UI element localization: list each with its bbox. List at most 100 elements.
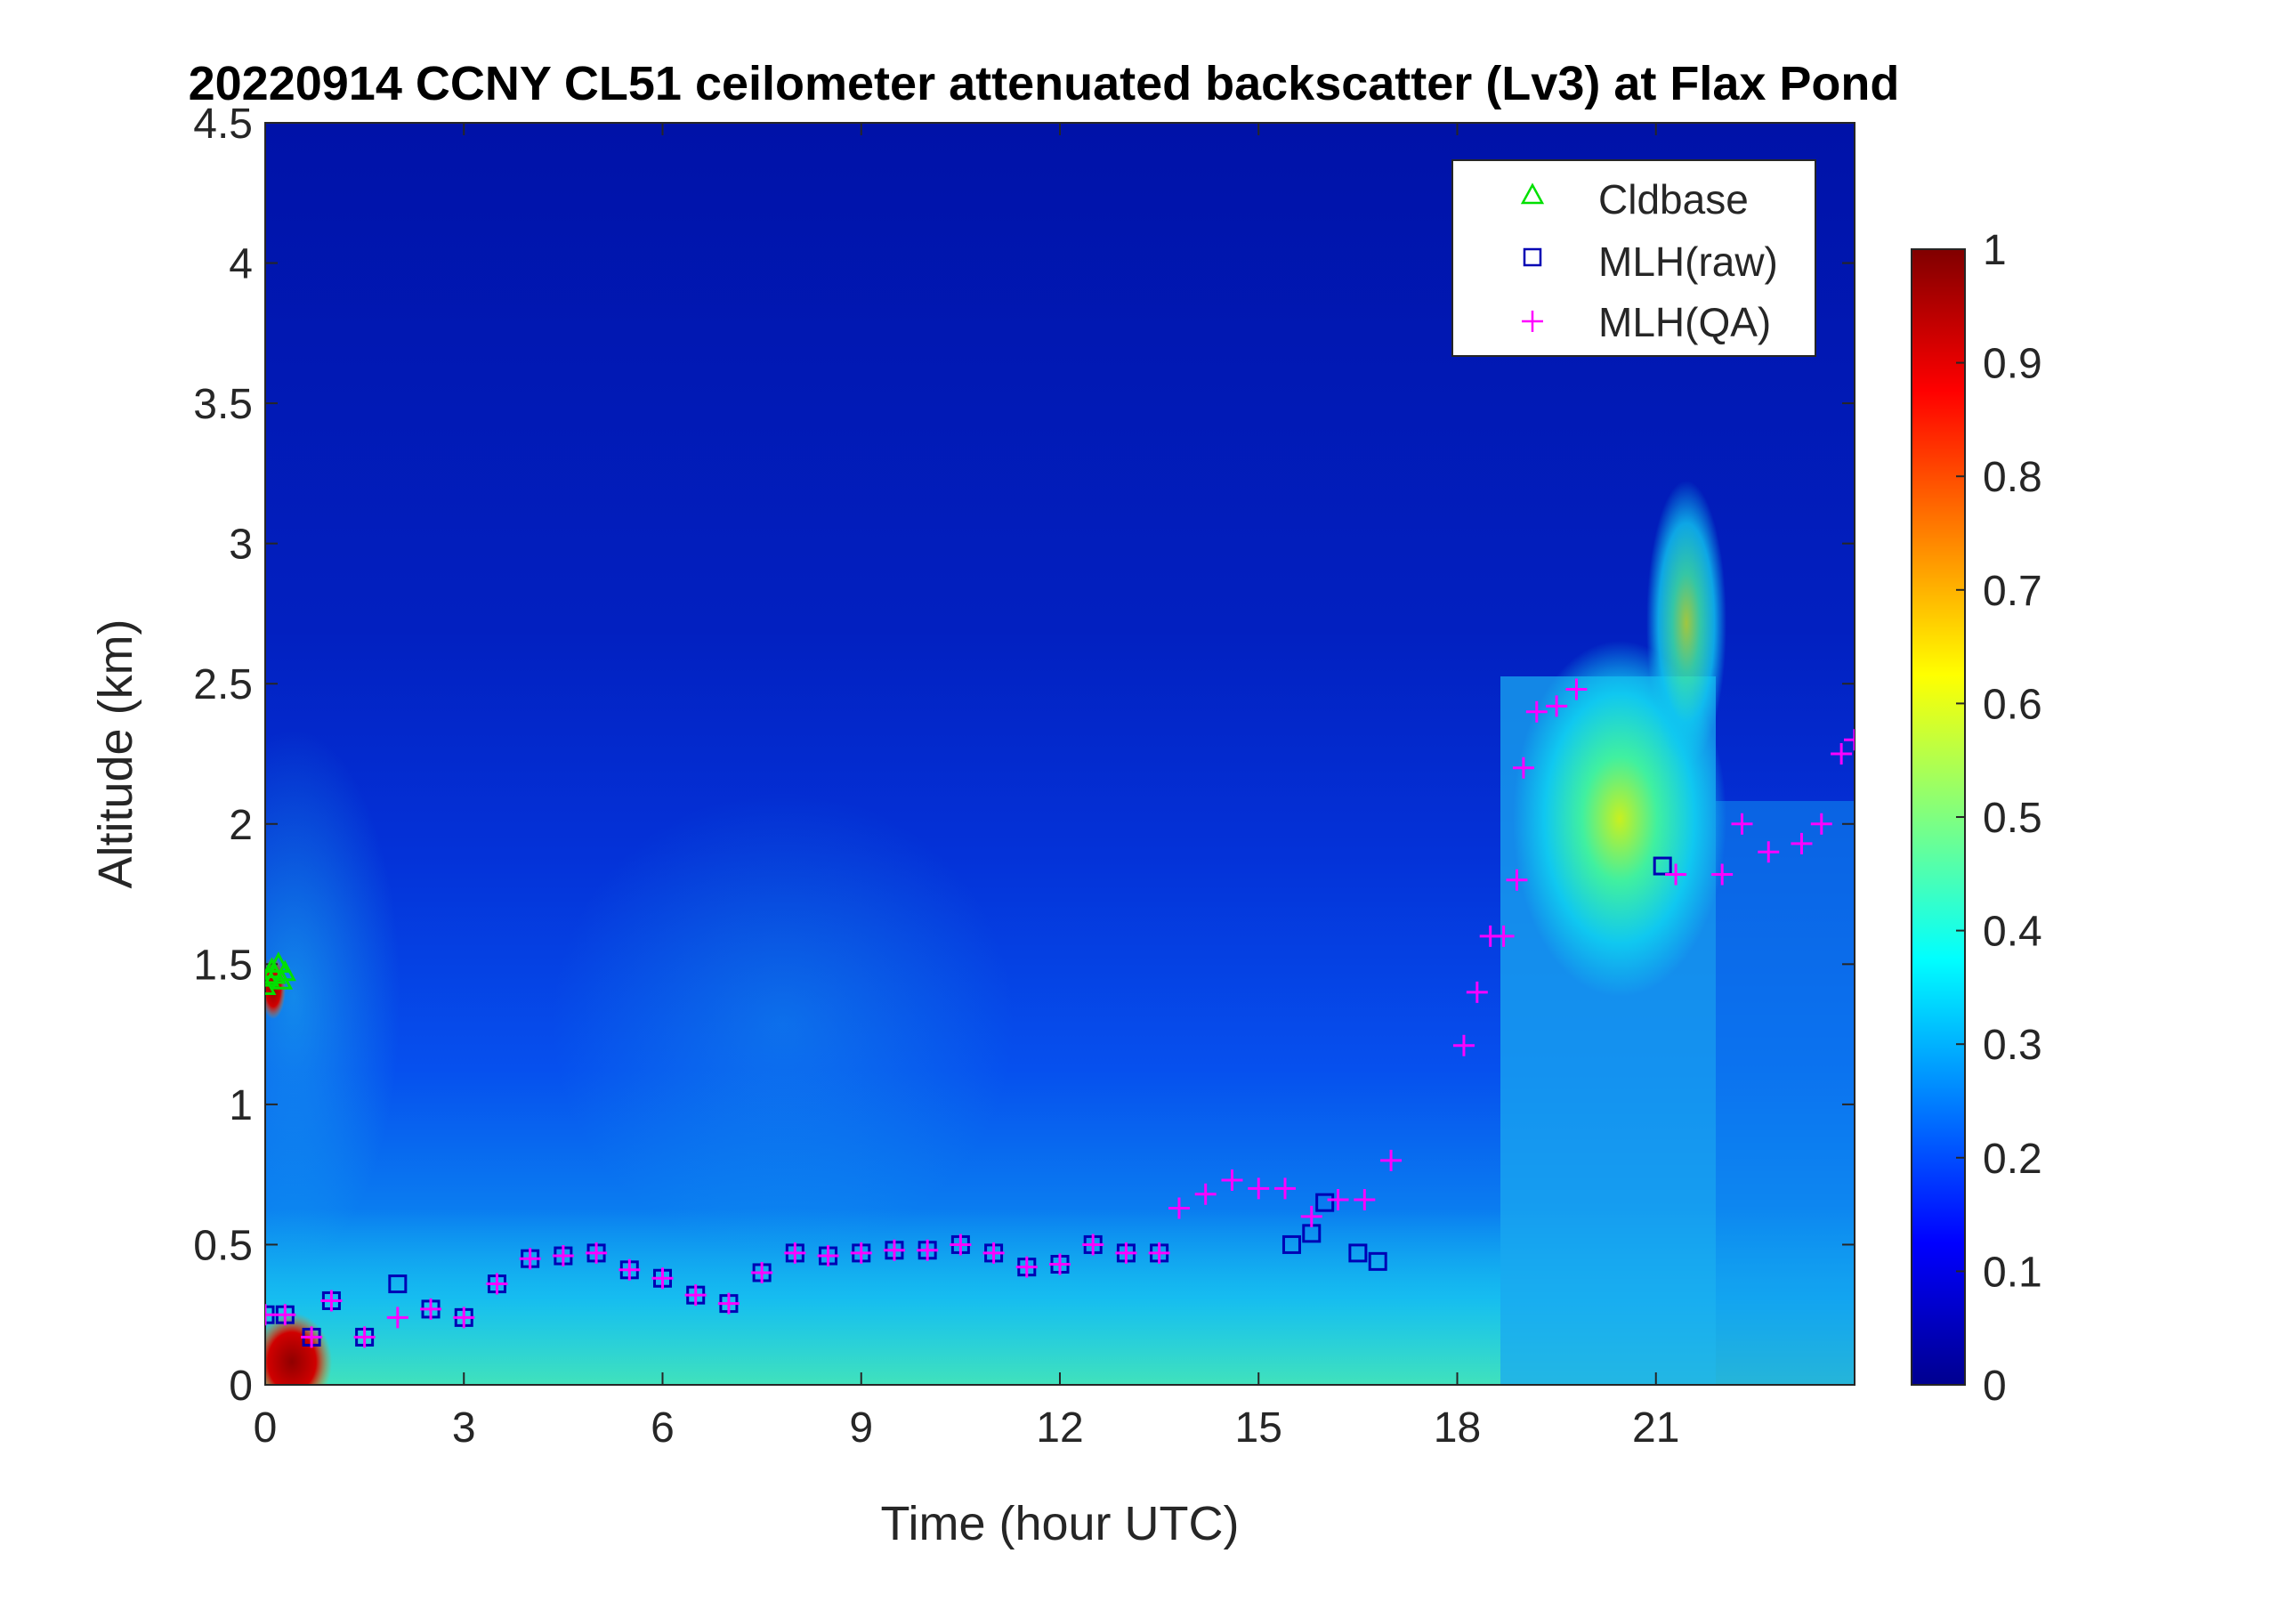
- y-tick-label: 3.5: [193, 381, 253, 428]
- mlh-qa-point: [1115, 1242, 1137, 1264]
- mlh-qa-point: [1194, 1183, 1217, 1205]
- mlh-qa-point: [883, 1239, 905, 1261]
- legend-plus-icon: [1522, 311, 1543, 332]
- mlh-qa-point: [1168, 1197, 1190, 1219]
- mlh-raw-point: [1368, 1251, 1387, 1271]
- mlh-qa-point: [684, 1284, 707, 1307]
- x-tick-label: 6: [651, 1404, 675, 1452]
- x-tick-label: 21: [1632, 1404, 1679, 1452]
- mlh-qa-point: [917, 1239, 939, 1261]
- y-tick-label: 0: [229, 1363, 253, 1410]
- mlh-qa-point: [301, 1326, 323, 1348]
- mlh-qa-point: [1512, 756, 1534, 779]
- mlh-qa-point: [1665, 863, 1687, 886]
- mlh-raw-point: [1281, 1234, 1301, 1254]
- x-tick-label: 18: [1434, 1404, 1481, 1452]
- legend: Cldbase MLH(raw) MLH(QA): [1451, 159, 1816, 357]
- mlh-qa-point: [353, 1326, 376, 1348]
- x-tick-label: 12: [1036, 1404, 1083, 1452]
- mlh-qa-point: [1844, 729, 1855, 751]
- mlh-raw-point: [1348, 1243, 1368, 1263]
- mlh-qa-point: [1758, 841, 1780, 863]
- mlh-qa-point: [320, 1290, 343, 1312]
- colorbar-tick-label: 1: [1983, 227, 2007, 274]
- heatmap-late-block: [1716, 801, 1855, 1385]
- mlh-qa-point: [1274, 1177, 1297, 1200]
- mlh-qa-point: [850, 1242, 872, 1264]
- mlh-qa-point: [519, 1248, 541, 1270]
- mlh-qa-point: [386, 1307, 408, 1329]
- colorbar-tick-label: 0.6: [1983, 681, 2042, 728]
- colorbar-tick-label: 0.5: [1983, 795, 2042, 842]
- mlh-qa-point: [453, 1307, 475, 1329]
- mlh-qa-point: [420, 1298, 442, 1320]
- heatmap-plume-upper: [1646, 481, 1726, 765]
- heatmap-glow-morning: [552, 792, 1015, 1255]
- series-mlh-qa: [265, 678, 1855, 1348]
- x-tick-label: 0: [254, 1404, 278, 1452]
- y-tick-label: 2.5: [193, 661, 253, 708]
- colorbar-tick-label: 0: [1983, 1363, 2007, 1410]
- mlh-qa-point: [1506, 869, 1528, 891]
- y-tick-label: 0.5: [193, 1222, 253, 1269]
- mlh-raw-point: [1653, 856, 1672, 876]
- mlh-qa-point: [1015, 1256, 1038, 1278]
- mlh-qa-point: [586, 1242, 608, 1264]
- mlh-qa-point: [486, 1273, 508, 1295]
- colorbar-tick-label: 0.8: [1983, 454, 2042, 501]
- heatmap-glow-left: [265, 730, 400, 1264]
- cldbase-point: [273, 959, 296, 982]
- y-tick-label: 4: [229, 241, 253, 288]
- y-tick-label: 2: [229, 802, 253, 849]
- colorbar-tick-label: 0.2: [1983, 1136, 2042, 1183]
- mlh-qa-point: [982, 1242, 1005, 1264]
- mlh-qa-point: [274, 1304, 296, 1326]
- mlh-qa-point: [552, 1245, 574, 1267]
- chart-title: 20220914 CCNY CL51 ceilometer attenuated…: [189, 57, 1900, 110]
- colorbar-tick-label: 0.9: [1983, 341, 2042, 388]
- legend-triangle-icon: [1520, 182, 1545, 205]
- mlh-qa-point: [1546, 695, 1568, 717]
- mlh-qa-point: [1148, 1242, 1170, 1264]
- mlh-qa-point: [265, 1304, 276, 1326]
- colorbar: 0 0.1 0.2 0.3 0.4 0.5 0.6 0.7 0.8 0.9 1: [1911, 227, 2042, 1410]
- mlh-qa-point: [618, 1258, 641, 1281]
- legend-box: [1451, 159, 1816, 357]
- mlh-qa-point: [1791, 832, 1813, 854]
- mlh-qa-point: [1221, 1169, 1243, 1191]
- x-tick-label: 3: [452, 1404, 476, 1452]
- legend-label-mlh-raw: MLH(raw): [1598, 239, 1778, 285]
- mlh-qa-point: [1327, 1189, 1349, 1211]
- x-tick-label: 9: [849, 1404, 873, 1452]
- mlh-raw-point: [1315, 1193, 1335, 1212]
- colorbar-tick-label: 0.3: [1983, 1022, 2042, 1069]
- mlh-qa-point: [1711, 863, 1734, 886]
- legend-label-mlh-qa: MLH(QA): [1598, 299, 1771, 345]
- series-layer: [265, 678, 1855, 1348]
- colorbar-tick-label: 0.1: [1983, 1249, 2042, 1296]
- mlh-qa-point: [817, 1245, 839, 1267]
- colorbar-tick-label: 0.7: [1983, 568, 2042, 615]
- mlh-qa-point: [1466, 981, 1488, 1003]
- cldbase-point: [267, 951, 290, 973]
- x-tick-label: 15: [1235, 1404, 1282, 1452]
- mlh-raw-point: [388, 1274, 408, 1294]
- mlh-qa-point: [784, 1242, 806, 1264]
- heatmap-red-surface: [265, 1313, 332, 1385]
- legend-square-icon: [1523, 247, 1542, 267]
- x-axis-ticks: 0 3 6 9 12 15 18 21: [254, 123, 1679, 1452]
- y-tick-label: 1: [229, 1082, 253, 1129]
- mlh-qa-point: [651, 1267, 674, 1290]
- mlh-qa-point: [1452, 1034, 1475, 1056]
- mlh-qa-point: [1492, 925, 1515, 947]
- mlh-qa-point: [717, 1292, 740, 1315]
- mlh-qa-point: [1831, 743, 1853, 765]
- y-tick-label: 3: [229, 522, 253, 569]
- mlh-qa-point: [1565, 678, 1588, 700]
- mlh-qa-point: [1049, 1253, 1071, 1275]
- mlh-qa-point: [1525, 700, 1548, 723]
- y-tick-label: 1.5: [193, 942, 253, 989]
- mlh-qa-point: [1082, 1234, 1104, 1256]
- mlh-qa-point: [1248, 1177, 1270, 1200]
